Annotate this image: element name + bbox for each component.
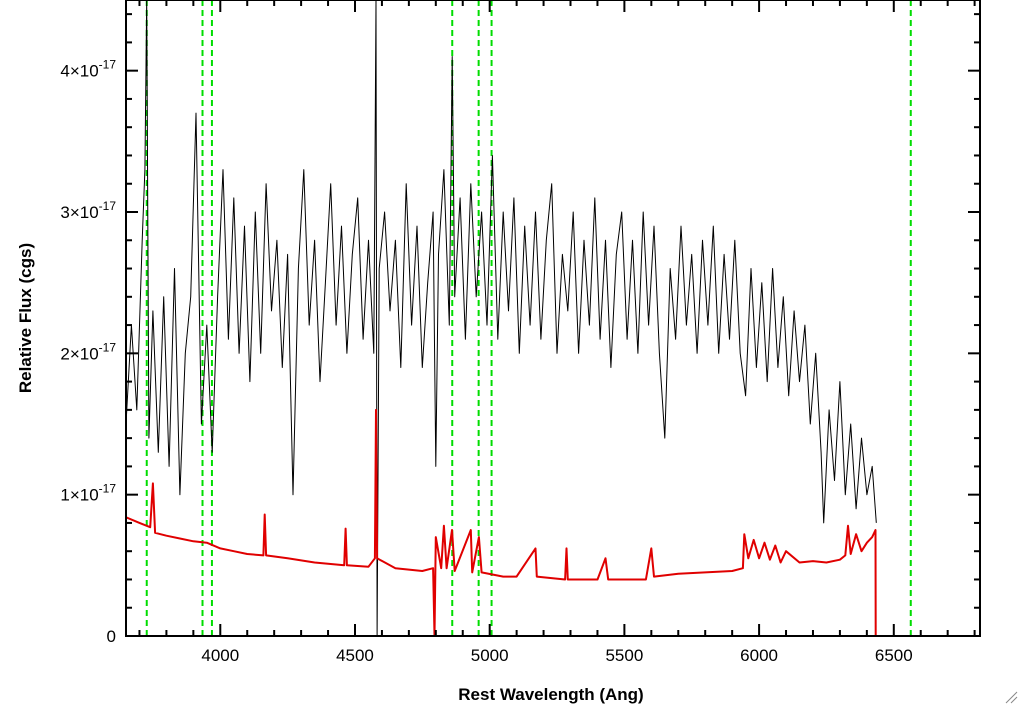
y-tick-label: 2×10-17: [60, 340, 116, 363]
x-axis-title: Rest Wavelength (Ang): [458, 685, 643, 704]
x-tick-label: 6500: [875, 646, 913, 665]
axes: [125, 0, 981, 637]
y-axis-title: Relative Flux (cgs): [16, 243, 35, 393]
y-axis-ticks: 0 1×10-17 2×10-17 3×10-17 4×10-17: [60, 13, 980, 646]
y-tick-label: 1×10-17: [60, 482, 116, 505]
x-axis-ticks: 4000 4500 5000 5500 6000 6500: [138, 0, 976, 665]
series-line-1: [126, 408, 980, 636]
x-tick-label: 5500: [605, 646, 643, 665]
series-line-0: [126, 0, 877, 636]
x-tick-label: 6000: [740, 646, 778, 665]
y-tick-label: 4×10-17: [60, 58, 116, 81]
x-tick-label: 5000: [471, 646, 509, 665]
y-tick-label: 3×10-17: [60, 199, 116, 222]
spectrum-series: [126, 0, 980, 636]
y-tick-label: 0: [107, 627, 116, 646]
plot-frame: [125, 0, 981, 637]
resize-grip-icon[interactable]: [1004, 690, 1018, 704]
x-tick-label: 4000: [201, 646, 239, 665]
x-tick-label: 4500: [336, 646, 374, 665]
